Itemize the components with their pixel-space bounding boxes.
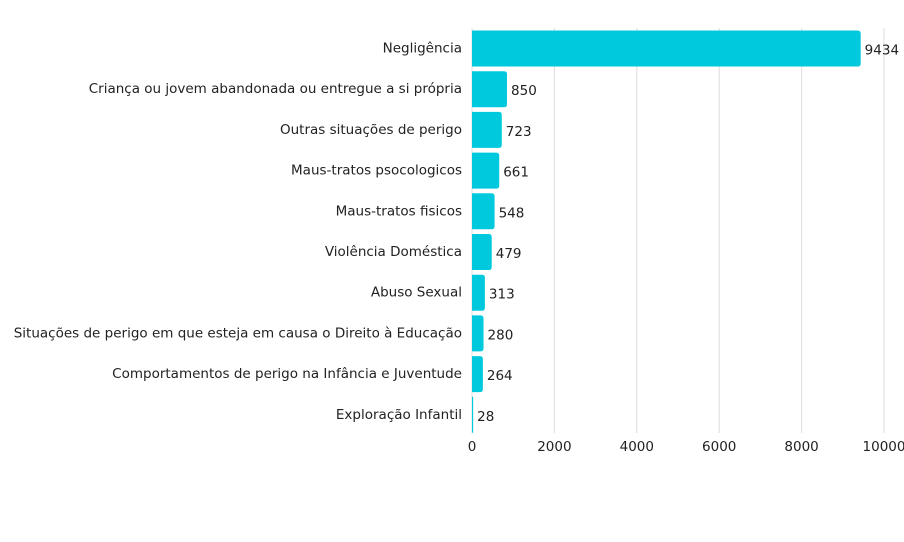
bar xyxy=(472,274,485,311)
x-tick-label: 10000 xyxy=(863,439,904,455)
x-tick-label: 0 xyxy=(468,439,477,455)
value-label: 280 xyxy=(488,327,514,343)
bar xyxy=(472,315,484,352)
bar xyxy=(472,396,474,433)
x-tick-label: 4000 xyxy=(620,439,654,455)
y-tick-label: Situações de perigo em que esteja em cau… xyxy=(14,325,462,341)
value-label: 313 xyxy=(489,287,515,303)
value-label: 661 xyxy=(503,165,529,181)
y-tick-label: Comportamentos de perigo na Infância e J… xyxy=(112,366,462,382)
x-tick-label: 2000 xyxy=(537,439,571,455)
value-label: 9434 xyxy=(865,43,899,59)
bar xyxy=(472,193,495,230)
bar xyxy=(472,111,502,148)
y-tick-label: Negligência xyxy=(383,41,462,57)
bar xyxy=(472,356,483,393)
bar xyxy=(472,71,508,108)
value-label: 850 xyxy=(511,83,537,99)
x-tick-label: 8000 xyxy=(784,439,818,455)
value-label: 479 xyxy=(496,246,522,262)
value-label: 723 xyxy=(506,124,532,140)
value-label: 264 xyxy=(487,368,513,384)
y-tick-label: Maus-tratos fisicos xyxy=(336,203,462,219)
y-tick-label: Violência Doméstica xyxy=(325,244,462,260)
y-tick-label: Abuso Sexual xyxy=(371,285,462,301)
value-label: 548 xyxy=(499,205,525,221)
y-tick-label: Exploração Infantil xyxy=(336,407,462,423)
x-tick-label: 6000 xyxy=(702,439,736,455)
bar xyxy=(472,30,861,67)
y-tick-label: Criança ou jovem abandonada ou entregue … xyxy=(89,81,462,97)
bar xyxy=(472,234,492,270)
y-tick-label: Maus-tratos psocologicos xyxy=(291,163,462,179)
value-label: 28 xyxy=(477,409,494,425)
y-tick-label: Outras situações de perigo xyxy=(280,122,462,138)
bar xyxy=(472,152,500,189)
